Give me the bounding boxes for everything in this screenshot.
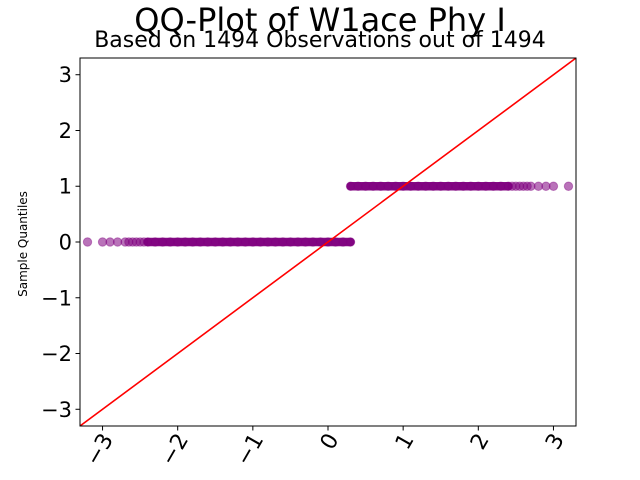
x-tick-label-2: −1 — [231, 430, 269, 471]
data-point-y1-31 — [563, 181, 574, 191]
x-tick-label-5: 2 — [466, 430, 495, 455]
y-axis-label: Sample Quantiles — [16, 191, 30, 297]
x-ticks: −3 −2 −1 0 1 2 3 — [81, 426, 570, 470]
x-tick-label-0: −3 — [81, 430, 119, 471]
y-tick-label-4: 1 — [59, 175, 72, 199]
y-ticks: −3 −2 −1 0 1 2 3 — [41, 63, 80, 422]
x-tick-label-6: 3 — [541, 430, 570, 455]
reference-line — [80, 58, 576, 426]
data-point-y1-30 — [548, 181, 559, 191]
y-tick-label-0: −3 — [41, 398, 72, 422]
y-tick-label-5: 2 — [59, 119, 72, 143]
x-tick-label-4: 1 — [391, 430, 420, 455]
y-tick-label-1: −2 — [41, 342, 72, 366]
points-layer — [82, 181, 574, 247]
x-tick-label-3: 0 — [316, 430, 345, 455]
data-point-y0-37 — [345, 237, 356, 247]
y-tick-label-2: −1 — [41, 286, 72, 310]
chart-title: QQ-Plot of W1ace Phy I — [134, 1, 506, 39]
chart-subtitle: Based on 1494 Observations out of 1494 — [94, 28, 546, 53]
reference-line-layer — [80, 58, 576, 426]
data-point-y0-0 — [82, 237, 93, 247]
y-tick-label-6: 3 — [59, 63, 72, 87]
y-tick-label-3: 0 — [59, 231, 72, 255]
x-tick-label-1: −2 — [156, 430, 194, 471]
